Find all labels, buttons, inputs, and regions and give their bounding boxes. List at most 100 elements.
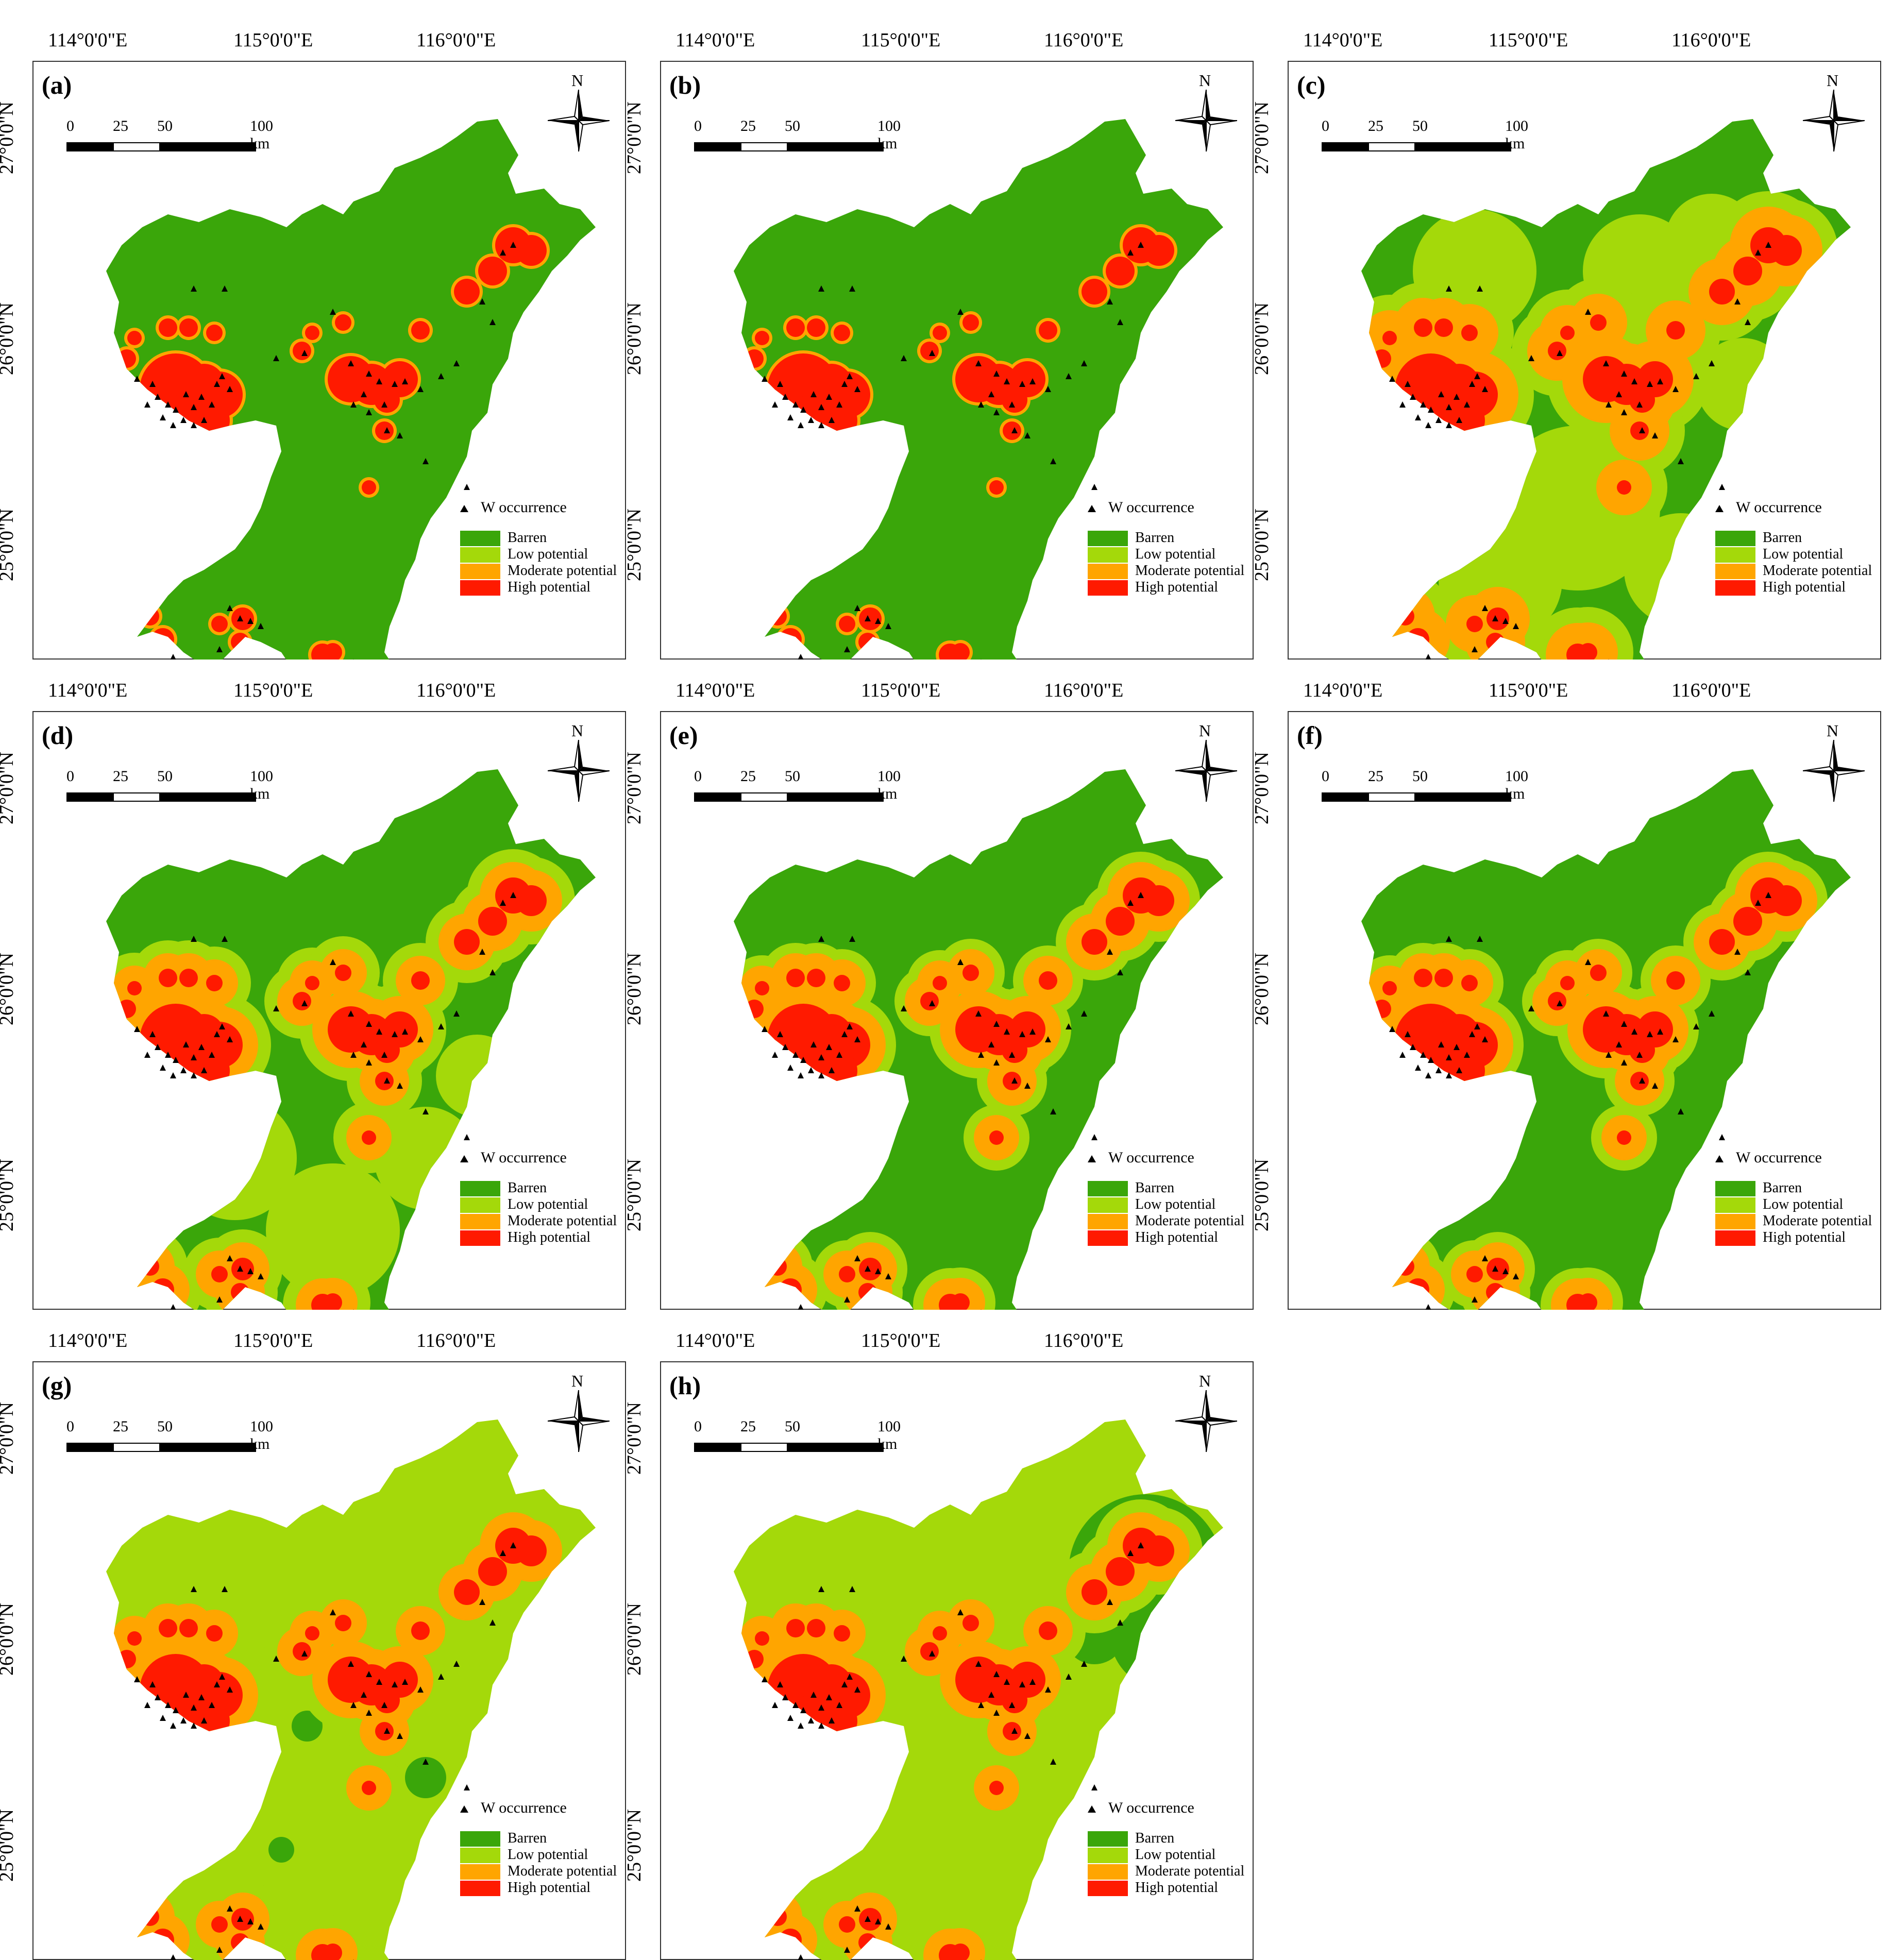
compass-icon bbox=[1803, 90, 1865, 151]
high-potential-area bbox=[768, 607, 787, 626]
high-potential-area bbox=[755, 331, 769, 345]
w-occurrence-marker bbox=[165, 1052, 171, 1058]
high-potential-area bbox=[839, 1266, 855, 1282]
latitude-label: 26°0'0"N bbox=[0, 302, 18, 375]
w-occurrence-marker bbox=[1513, 623, 1519, 629]
high-potential-area bbox=[1003, 1072, 1021, 1090]
high-potential-area bbox=[324, 643, 342, 660]
legend-label: High potential bbox=[1135, 579, 1218, 595]
w-occurrence-marker bbox=[826, 1694, 832, 1700]
w-occurrence-marker bbox=[844, 1296, 850, 1303]
w-occurrence-marker bbox=[1004, 378, 1010, 384]
w-occurrence-marker bbox=[854, 1255, 860, 1261]
scale-tick-label: 50 bbox=[785, 117, 800, 134]
legend-swatch bbox=[1088, 1181, 1128, 1196]
w-occurrence-marker bbox=[1405, 381, 1411, 387]
w-occurrence-marker bbox=[258, 1923, 264, 1930]
legend-occurrence-label: W occurrence bbox=[481, 499, 567, 516]
legend-swatch bbox=[460, 1214, 500, 1229]
high-potential-area bbox=[159, 1619, 177, 1637]
w-occurrence-marker bbox=[798, 1304, 804, 1310]
w-occurrence-marker bbox=[330, 959, 336, 965]
w-occurrence-marker bbox=[1719, 1134, 1725, 1140]
high-potential-area bbox=[293, 992, 311, 1010]
legend-label: Moderate potential bbox=[508, 1213, 617, 1229]
north-arrow: N bbox=[1175, 721, 1237, 802]
legend-swatch bbox=[460, 564, 500, 579]
high-potential-area bbox=[516, 235, 547, 266]
scale-tick-label: 0 bbox=[66, 1418, 74, 1435]
w-occurrence-marker bbox=[1621, 370, 1627, 377]
w-occurrence-marker bbox=[1117, 319, 1123, 325]
north-arrow: N bbox=[1803, 71, 1865, 151]
high-potential-area bbox=[807, 969, 825, 987]
w-occurrence-marker bbox=[1621, 1059, 1627, 1066]
legend-label: Barren bbox=[508, 530, 547, 546]
high-potential-area bbox=[1666, 321, 1685, 340]
w-occurrence-marker bbox=[762, 1676, 768, 1682]
legend-label: Moderate potential bbox=[1135, 1863, 1245, 1879]
w-occurrence-marker bbox=[1719, 484, 1725, 490]
high-potential-area bbox=[779, 628, 802, 651]
legend-swatch bbox=[460, 547, 500, 563]
w-occurrence-marker bbox=[381, 401, 387, 408]
compass-icon bbox=[548, 90, 610, 151]
w-occurrence-marker bbox=[1019, 1031, 1025, 1037]
scale-tick-label: 100 km bbox=[250, 117, 273, 152]
legend: W occurrence Barren Low potential Moderate … bbox=[1088, 1149, 1244, 1262]
potential-map bbox=[1361, 119, 1851, 660]
w-occurrence-marker bbox=[829, 417, 835, 423]
w-occurrence-marker bbox=[222, 1586, 228, 1592]
w-occurrence-marker bbox=[134, 376, 140, 382]
w-occurrence-marker bbox=[191, 1704, 197, 1711]
w-occurrence-marker bbox=[1456, 417, 1462, 423]
w-occurrence-marker bbox=[1734, 298, 1741, 305]
w-occurrence-marker bbox=[865, 1916, 871, 1922]
w-occurrence-marker bbox=[808, 417, 814, 423]
w-occurrence-marker bbox=[1428, 407, 1434, 413]
high-potential-area bbox=[1106, 1557, 1135, 1586]
legend: W occurrence Barren Low potential Moderate … bbox=[460, 499, 617, 612]
high-potential-area bbox=[179, 318, 198, 337]
high-potential-area bbox=[834, 1625, 850, 1642]
w-occurrence-marker bbox=[1410, 394, 1416, 400]
w-occurrence-marker bbox=[222, 936, 228, 942]
high-potential-area bbox=[920, 1642, 939, 1661]
w-occurrence-marker bbox=[160, 1065, 166, 1071]
high-potential-area bbox=[335, 965, 351, 981]
w-occurrence-marker bbox=[1045, 1036, 1051, 1042]
high-potential-area bbox=[1771, 885, 1802, 916]
high-potential-area bbox=[745, 1650, 764, 1668]
legend: W occurrence Barren Low potential Moderate … bbox=[1088, 1799, 1245, 1913]
longitude-label: 114°0'0"E bbox=[675, 680, 755, 701]
w-occurrence-marker bbox=[366, 409, 372, 415]
longitude-label: 115°0'0"E bbox=[233, 680, 313, 701]
high-potential-area bbox=[141, 607, 159, 626]
high-potential-area bbox=[375, 1072, 394, 1090]
legend-swatch bbox=[1715, 1197, 1755, 1213]
w-occurrence-marker bbox=[489, 1619, 496, 1626]
latitude-label: 26°0'0"N bbox=[1251, 302, 1273, 375]
w-occurrence-marker bbox=[160, 414, 166, 420]
w-occurrence-marker bbox=[849, 285, 855, 292]
high-potential-area bbox=[1486, 1258, 1509, 1280]
scale-segment bbox=[1368, 792, 1416, 802]
w-occurrence-marker bbox=[219, 1023, 225, 1029]
w-occurrence-marker bbox=[438, 1023, 444, 1029]
map-panel-e: 114°0'0"E 115°0'0"E 116°0'0"E 27°0'0"N 26°0'… bbox=[623, 680, 1254, 1310]
w-occurrence-marker bbox=[762, 1026, 768, 1032]
w-occurrence-marker bbox=[392, 381, 398, 387]
w-occurrence-marker bbox=[348, 1010, 354, 1017]
w-occurrence-marker bbox=[348, 360, 354, 366]
high-potential-area bbox=[1002, 1687, 1027, 1713]
w-occurrence-marker bbox=[1477, 285, 1483, 292]
high-potential-area bbox=[151, 1929, 174, 1951]
high-potential-area bbox=[1396, 607, 1414, 626]
triangle-icon bbox=[1715, 505, 1724, 512]
map-panel-b: 114°0'0"E 115°0'0"E 116°0'0"E 27°0'0"N 26°0'… bbox=[623, 29, 1254, 660]
high-potential-area bbox=[1039, 971, 1057, 990]
high-potential-area bbox=[786, 1619, 805, 1637]
latitude-label: 25°0'0"N bbox=[0, 1809, 18, 1882]
legend-swatch bbox=[1088, 564, 1128, 579]
w-occurrence-marker bbox=[209, 1702, 215, 1708]
